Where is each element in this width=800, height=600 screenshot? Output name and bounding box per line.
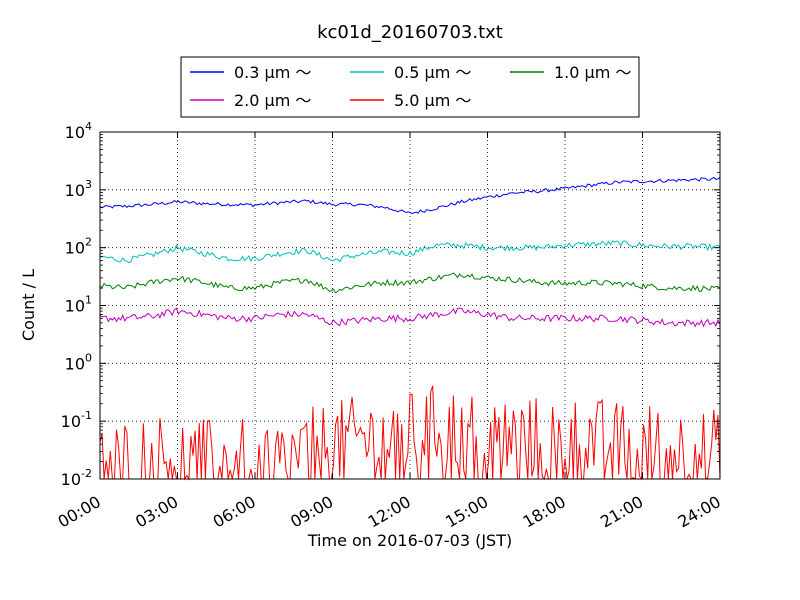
legend-label: 1.0 μm ～	[554, 63, 631, 82]
y-tick-label: 102	[65, 236, 92, 258]
y-tick-label: 104	[65, 120, 92, 142]
legend-entries: 0.3 μm ～ 0.5 μm ～ 1.0 μm ～ 2.0 μm ～ 5.0 μm ～	[190, 63, 631, 110]
y-tick-label: 10-1	[61, 409, 92, 431]
chart-title: kc01d_20160703.txt	[317, 22, 503, 43]
series-line-2	[99, 272, 721, 294]
y-tick-label: 100	[65, 351, 92, 373]
legend-label: 2.0 μm ～	[234, 91, 311, 110]
series-line-3	[99, 307, 721, 328]
axis-ticks	[99, 131, 721, 480]
legend-label: 0.3 μm ～	[234, 63, 311, 82]
x-axis-label: Time on 2016-07-03 (JST)	[307, 531, 512, 550]
y-tick-label: 10-2	[61, 467, 92, 489]
y-tick-labels: 10-2 10-1 100 101 102 103 104	[61, 120, 92, 489]
y-axis-label: Count / L	[19, 269, 38, 341]
series-line-4	[99, 385, 721, 481]
legend-label: 0.5 μm ～	[394, 63, 471, 82]
series-lines	[99, 176, 721, 481]
legend-label: 5.0 μm ～	[394, 91, 471, 110]
y-tick-label: 103	[65, 178, 92, 200]
y-tick-label: 101	[65, 294, 92, 316]
series-line-1	[99, 240, 721, 264]
legend: 0.3 μm ～ 0.5 μm ～ 1.0 μm ～ 2.0 μm ～ 5.0 μm ～	[180, 56, 640, 118]
series-line-0	[99, 176, 721, 215]
legend-box	[180, 56, 640, 118]
